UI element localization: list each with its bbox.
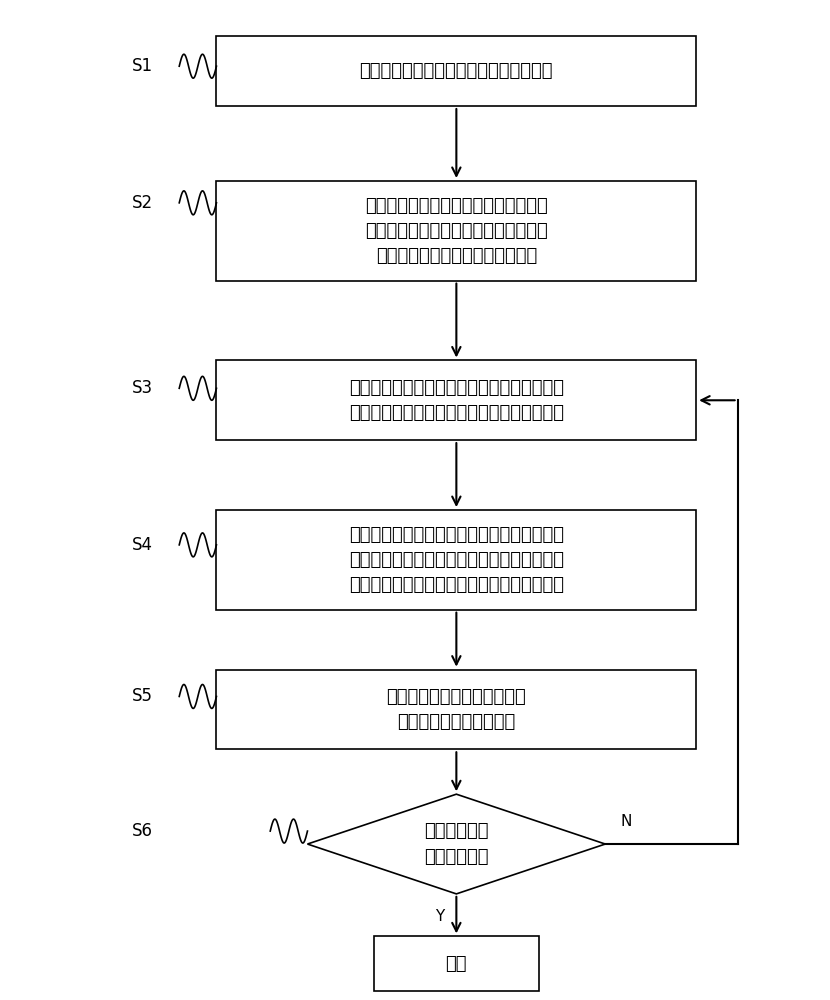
FancyBboxPatch shape [217,360,696,440]
Text: 基于预估的车辆参数计算未知
平整度路段的平整度指数: 基于预估的车辆参数计算未知 平整度路段的平整度指数 [387,688,526,731]
FancyBboxPatch shape [217,181,696,281]
Text: N: N [620,814,632,829]
Polygon shape [307,794,605,894]
FancyBboxPatch shape [217,36,696,106]
Text: 获取所有路段
的平整度指数: 获取所有路段 的平整度指数 [424,822,489,866]
FancyBboxPatch shape [374,936,539,991]
Text: 结束: 结束 [446,955,467,973]
Text: S4: S4 [131,536,153,554]
FancyBboxPatch shape [217,510,696,610]
Text: 获取测试车辆的行驶轨迹，根据测试车辆的行
驶轨迹和已知平整度路段信息获取车辆数阈值: 获取测试车辆的行驶轨迹，根据测试车辆的行 驶轨迹和已知平整度路段信息获取车辆数阈… [349,379,564,422]
Text: Y: Y [435,909,444,924]
Text: S3: S3 [131,379,153,397]
Text: S1: S1 [131,57,153,75]
Text: 提取经过已知平整度路段次数大于等于车辆数
阈值的车辆作为本次迭代的计算车辆，获取计
算车辆的振动数据并预估计算车辆的车辆参数: 提取经过已知平整度路段次数大于等于车辆数 阈值的车辆作为本次迭代的计算车辆，获取… [349,526,564,594]
Text: S5: S5 [131,687,153,705]
FancyBboxPatch shape [217,670,696,749]
Text: S2: S2 [131,194,153,212]
Text: 将待检测路网中平整度指数梯度大于预
设阈值的路段作为已知平整度路段，并
获取已知平整度路段的平整度指数: 将待检测路网中平整度指数梯度大于预 设阈值的路段作为已知平整度路段，并 获取已知… [365,197,548,265]
Text: S6: S6 [131,822,153,840]
Text: 获取测试车辆的振动数据，并进行预处理: 获取测试车辆的振动数据，并进行预处理 [359,62,553,80]
